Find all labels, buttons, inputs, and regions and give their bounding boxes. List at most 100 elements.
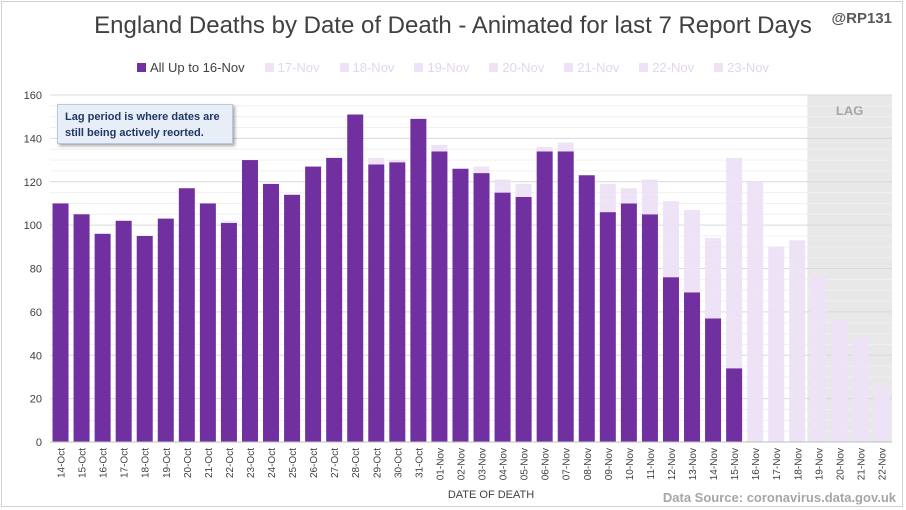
bar-later [747, 355, 764, 442]
bar-later [662, 207, 679, 215]
bar-later [810, 275, 827, 293]
x-tick-label: 11-Nov [646, 448, 657, 480]
x-tick-label: 16-Nov [751, 448, 762, 480]
bar-all [263, 183, 280, 442]
bar-later [368, 160, 385, 165]
bar-all [73, 214, 90, 442]
legend-label: 17-Nov [277, 60, 320, 75]
legend-item: 17-Nov [264, 60, 320, 75]
legend-label: 22-Nov [652, 60, 695, 75]
x-tick-label: 25-Oct [288, 448, 299, 478]
bar-later [684, 212, 701, 217]
bar-later [473, 168, 490, 171]
bar-later [810, 322, 827, 371]
bar-all [726, 368, 743, 442]
bar-later [684, 246, 701, 267]
y-tick-label: 20 [30, 394, 42, 406]
y-tick-label: 160 [24, 90, 42, 102]
bar-all [326, 157, 343, 443]
legend-item: 18-Nov [339, 60, 394, 75]
bar-all [473, 173, 490, 442]
bar-later [494, 188, 511, 193]
x-tick-label: 22-Nov [877, 448, 888, 480]
bar-later [684, 266, 701, 293]
bar-later [641, 181, 658, 184]
bar-later [831, 381, 848, 442]
bar-all [178, 188, 195, 442]
x-tick-label: 20-Oct [183, 448, 194, 478]
legend-swatch [714, 63, 724, 72]
bar-later [557, 147, 574, 152]
bar-later [705, 272, 722, 291]
x-tick-label: 12-Nov [667, 448, 678, 480]
bar-later [705, 290, 722, 319]
legend-item: 20-Nov [489, 60, 544, 75]
legend-item: All Up to 16-Nov [136, 60, 245, 75]
y-tick-label: 80 [30, 264, 42, 276]
bar-later [789, 355, 806, 442]
bar-later [831, 320, 848, 343]
bar-later [726, 166, 743, 180]
bar-later [789, 240, 806, 249]
bar-later [768, 366, 785, 442]
bar-later [620, 192, 637, 195]
x-tick-label: 04-Nov [499, 448, 510, 480]
bar-later [852, 337, 869, 367]
bar-all [241, 160, 258, 442]
bar-later [536, 149, 553, 152]
bar-later [494, 181, 511, 184]
bar-all [515, 196, 532, 442]
bar-later [599, 183, 616, 187]
x-tick-label: 16-Oct [99, 448, 110, 478]
legend-label: All Up to 16-Nov [149, 60, 245, 75]
bar-later [641, 183, 658, 189]
bar-later [684, 216, 701, 223]
bar-later [641, 179, 658, 182]
bar-later [726, 201, 743, 232]
bar-later [726, 270, 743, 319]
legend-item: 23-Nov [714, 60, 769, 75]
x-tick-label: 18-Oct [141, 448, 152, 478]
bar-later [705, 244, 722, 252]
bar-later [789, 270, 806, 302]
x-tick-label: 02-Nov [456, 448, 467, 480]
bar-later [662, 233, 679, 252]
chart-title: England Deaths by Date of Death - Animat… [94, 12, 812, 39]
bar-all [578, 175, 595, 442]
bar-later [768, 261, 785, 280]
y-tick-label: 100 [24, 220, 42, 232]
bar-all [368, 164, 385, 442]
x-tick-label: 13-Nov [688, 448, 699, 480]
bar-all [557, 151, 574, 442]
bar-later [473, 170, 490, 174]
bar-later [747, 199, 764, 217]
lag-label: LAG [836, 103, 863, 118]
x-tick-label: 15-Oct [78, 448, 89, 478]
bar-later [494, 183, 511, 187]
bar-all [641, 214, 658, 442]
bar-later [873, 385, 890, 442]
bar-all [220, 222, 237, 442]
bar-later [473, 166, 490, 169]
bar-later [431, 147, 448, 152]
bar-later [768, 251, 785, 262]
legend-label: 20-Nov [502, 60, 545, 75]
x-tick-label: 21-Nov [856, 448, 867, 480]
bar-all [94, 233, 111, 442]
legend-item: 19-Nov [414, 60, 469, 75]
bar-later [494, 186, 511, 189]
bar-later [726, 157, 743, 167]
x-tick-label: 23-Oct [246, 448, 257, 478]
y-tick-label: 40 [30, 350, 42, 362]
bar-later [789, 301, 806, 356]
bar-later [599, 194, 616, 202]
bar-later [768, 279, 785, 312]
bar-later [768, 311, 785, 367]
bar-later [599, 188, 616, 191]
x-tick-label: 24-Oct [267, 448, 278, 478]
author-handle: @RP131 [831, 10, 893, 27]
x-tick-label: 10-Nov [625, 448, 636, 480]
legend-label: 23-Nov [727, 60, 770, 75]
bar-all [599, 212, 616, 442]
